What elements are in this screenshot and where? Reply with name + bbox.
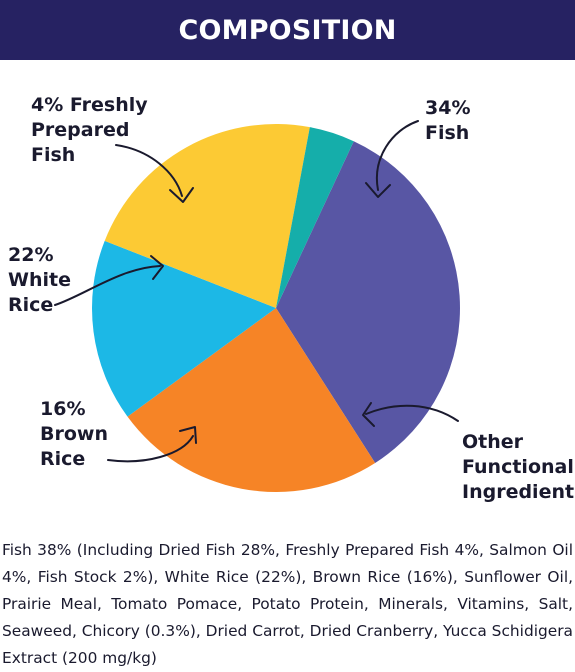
pie-slice-1 bbox=[127, 308, 376, 492]
label-brown-rice: 16% Brown Rice bbox=[40, 397, 108, 472]
arrowhead-fish-icon bbox=[365, 182, 391, 198]
label-arrows bbox=[54, 120, 459, 463]
ingredients-description: Fish 38% (Including Dried Fish 28%, Fres… bbox=[2, 541, 573, 667]
pie-slices bbox=[92, 124, 460, 492]
pie-slice-3 bbox=[104, 124, 310, 309]
arrowhead-brown-rice-icon bbox=[179, 426, 197, 444]
pie-slice-2 bbox=[92, 240, 276, 417]
label-fresh-fish-line3: Fish bbox=[31, 144, 76, 166]
label-fresh-fish-line1: 4% Freshly bbox=[31, 94, 148, 116]
label-white-rice-line1: 22% bbox=[8, 244, 54, 266]
label-fish-line2: Fish bbox=[425, 122, 470, 144]
label-fresh-fish: 4% Freshly Prepared Fish bbox=[31, 93, 148, 168]
label-brown-rice-line3: Rice bbox=[40, 448, 86, 470]
chart-title: COMPOSITION bbox=[178, 14, 397, 46]
arrow-brown-rice-icon bbox=[107, 435, 194, 463]
label-fresh-fish-line2: Prepared bbox=[31, 119, 130, 141]
label-white-rice-line3: Rice bbox=[8, 294, 54, 316]
label-brown-rice-line1: 16% bbox=[40, 398, 86, 420]
label-fish: 34% Fish bbox=[425, 96, 470, 146]
arrowhead-other-icon bbox=[362, 402, 375, 427]
label-white-rice: 22% White Rice bbox=[8, 243, 71, 318]
arrow-fresh-fish-icon bbox=[115, 144, 183, 197]
header-banner: COMPOSITION bbox=[0, 0, 575, 60]
arrow-fish-icon bbox=[375, 120, 419, 191]
label-fish-line1: 34% bbox=[425, 97, 471, 119]
label-white-rice-line2: White bbox=[8, 269, 71, 291]
label-other: Other Functional Ingredients bbox=[462, 430, 575, 505]
pie-slice-0 bbox=[276, 141, 460, 464]
label-other-line2: Functional bbox=[462, 456, 574, 478]
pie-slice-4 bbox=[276, 127, 354, 308]
pie-chart bbox=[54, 120, 460, 492]
arrowhead-fresh-fish-icon bbox=[169, 187, 194, 203]
arrow-other-icon bbox=[365, 404, 459, 422]
arrow-white-rice-icon bbox=[54, 265, 161, 306]
label-other-line1: Other bbox=[462, 431, 524, 453]
label-other-line3: Ingredients bbox=[462, 481, 575, 503]
label-brown-rice-line2: Brown bbox=[40, 423, 108, 445]
arrowhead-white-rice-icon bbox=[150, 255, 164, 280]
